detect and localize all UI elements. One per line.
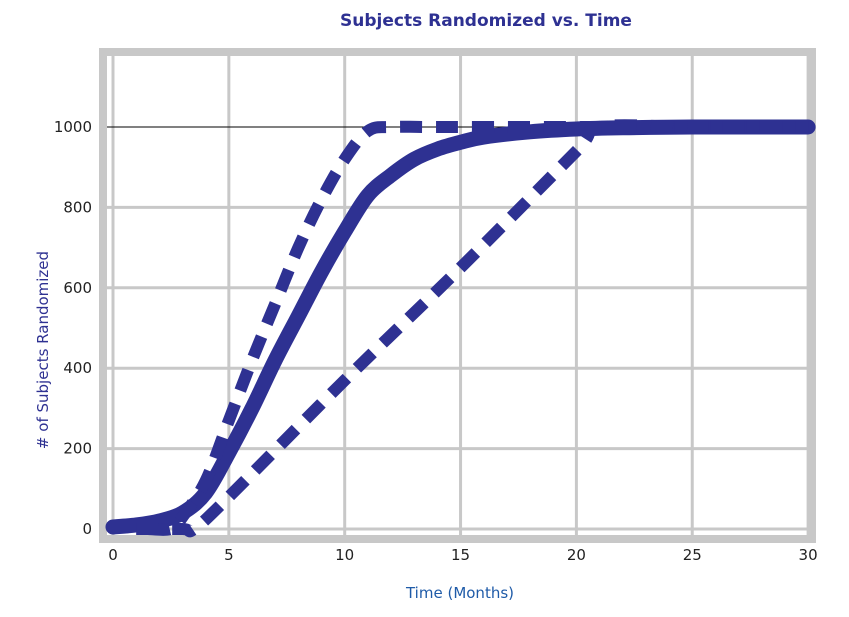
x-tick-label: 15 <box>451 546 470 564</box>
series-group <box>105 119 816 538</box>
y-tick-label: 1000 <box>54 118 92 136</box>
y-tick-label: 800 <box>63 198 92 216</box>
series-line-2 <box>136 119 809 538</box>
x-tick-label: 0 <box>108 546 118 564</box>
y-tick-label: 600 <box>63 279 92 297</box>
series-line-0 <box>105 119 816 535</box>
y-tick-label: 400 <box>63 359 92 377</box>
x-tick-label: 30 <box>799 546 818 564</box>
y-tick-label: 0 <box>82 520 92 538</box>
plot-frame <box>99 48 816 543</box>
x-tick-label: 5 <box>224 546 234 564</box>
x-axis-label: Time (Months) <box>405 584 514 602</box>
x-tick-label: 20 <box>567 546 586 564</box>
x-tick-label: 25 <box>683 546 702 564</box>
y-axis-label: # of Subjects Randomized <box>34 251 52 449</box>
x-tick-label: 10 <box>335 546 354 564</box>
chart-title: Subjects Randomized vs. Time <box>340 11 632 31</box>
series-line-1 <box>147 120 809 536</box>
y-tick-label: 200 <box>63 440 92 458</box>
tick-labels: 0 5 10 15 20 25 30 0 200 400 600 800 1000 <box>54 118 818 564</box>
